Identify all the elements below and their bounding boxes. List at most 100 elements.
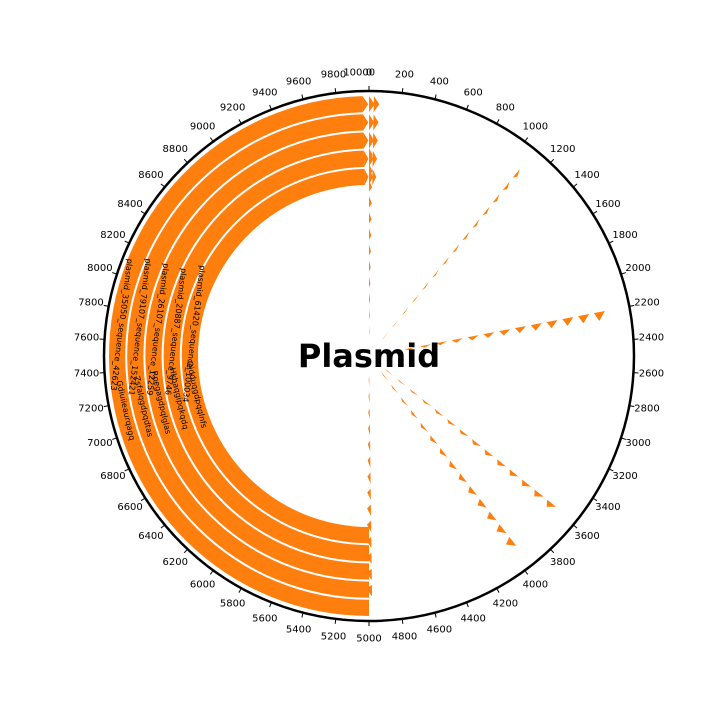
tick-label-4600: 4600 [427,625,452,636]
spoke-marker-5-9 [369,196,372,208]
tick-label-1800: 1800 [612,230,637,241]
spoke-marker-3-2 [397,378,406,386]
spoke-marker-4-11 [477,498,487,508]
tick-mark-6400 [160,524,166,529]
spoke-marker-3-3 [409,388,419,396]
spoke-marker-5-7 [369,228,372,240]
spoke-marker-1-4 [411,294,419,303]
spoke-marker-5-2 [369,308,370,320]
spoke-marker-2-1 [388,350,400,353]
spoke-marker-6-13 [366,568,372,581]
tick-mark-1400 [572,183,578,188]
tick-label-6000: 6000 [190,579,215,590]
track-arrow-4 [363,150,369,167]
spoke-marker-1-9 [462,231,470,241]
feature-marker-2-2 [354,581,369,598]
tick-label-6800: 6800 [100,471,125,482]
spoke-marker-3-9 [484,449,494,457]
tick-mark-4200 [496,587,500,593]
spoke-marker-5-3 [369,292,371,304]
feature-marker-1-3 [369,96,375,113]
spoke-marker-1-14 [512,169,520,178]
tick-mark-5200 [334,618,337,624]
spoke-marker-4-14 [505,536,517,546]
tick-label-3600: 3600 [574,531,599,542]
tick-label-1600: 1600 [595,199,620,210]
tick-label-2600: 2600 [639,368,664,379]
track-arrow-1 [362,96,369,113]
tick-label-8800: 8800 [163,144,188,155]
tick-mark-5400 [301,612,304,618]
spoke-marker-3-11 [509,469,519,477]
spoke-marker-5-5 [369,260,371,272]
tick-label-6600: 6600 [117,502,142,513]
spoke-marker-4-9 [458,473,467,483]
spoke-marker-1-1 [381,331,389,341]
spoke-marker-1-3 [401,306,409,316]
tick-label-0: 0 [366,68,372,79]
tick-mark-7200 [103,405,109,408]
spoke-marker-2-3 [420,344,432,348]
tick-label-8000: 8000 [87,263,112,274]
tick-label-2400: 2400 [639,333,664,344]
feature-marker-5-1 [372,168,377,186]
spoke-marker-6-11 [366,536,372,548]
spoke-marker-6-1 [368,375,370,388]
spoke-marker-3-7 [459,429,469,437]
spoke-marker-3-5 [434,408,444,416]
feature-marker-1-1 [373,96,380,113]
spoke-marker-2-7 [483,332,495,338]
spoke-marker-2-13 [578,314,590,324]
tick-label-8400: 8400 [117,199,142,210]
tick-mark-600 [466,104,469,110]
spoke-marker-4-2 [391,384,399,394]
tick-mark-9400 [269,104,272,110]
tick-mark-8400 [140,210,146,215]
tick-label-7000: 7000 [87,438,112,449]
tick-mark-6600 [140,497,146,502]
tick-label-6400: 6400 [138,531,163,542]
spoke-marker-4-4 [410,409,418,419]
tick-mark-2800 [629,405,635,408]
spoke-marker-1-11 [482,206,490,216]
tick-mark-9600 [301,94,304,100]
tick-mark-1800 [608,240,614,244]
spoke-marker-2-11 [546,320,558,329]
tick-label-5400: 5400 [286,625,311,636]
feature-marker-1-2 [353,599,369,616]
spoke-marker-4-8 [449,460,458,470]
chart-title: Plasmid [298,337,440,375]
spoke-marker-1-5 [421,281,429,291]
spoke-marker-6-6 [367,456,371,468]
tick-label-8600: 8600 [138,170,163,181]
spoke-marker-2-12 [562,317,574,326]
spoke-marker-6-7 [367,472,371,484]
spoke-marker-4-12 [487,511,497,521]
spoke-marker-6-12 [366,552,372,565]
tick-label-5200: 5200 [321,631,346,642]
spoke-marker-1-13 [502,181,510,191]
tick-label-3400: 3400 [595,502,620,513]
tick-label-5800: 5800 [220,598,245,609]
tick-mark-8000 [112,272,118,275]
tick-label-3200: 3200 [612,471,637,482]
track-arrow-5 [364,168,369,186]
spoke-marker-3-13 [534,489,544,497]
tick-mark-6000 [209,570,214,575]
tick-label-600: 600 [464,87,483,98]
tick-label-7600: 7600 [74,333,99,344]
spoke-marker-6-10 [366,520,372,532]
spoke-marker-2-2 [404,347,416,350]
tick-label-5600: 5600 [252,614,277,625]
spoke-marker-5-14 [369,115,374,128]
tick-mark-3000 [620,437,626,440]
spoke-marker-4-7 [439,447,448,457]
spoke-marker-6-9 [367,504,372,516]
feature-marker-3-2 [355,563,369,580]
tick-label-9600: 9600 [286,76,311,87]
tick-mark-2000 [620,272,626,275]
spoke-marker-3-1 [384,368,394,376]
tick-mark-3800 [550,548,555,554]
spoke-marker-3-8 [472,439,481,447]
